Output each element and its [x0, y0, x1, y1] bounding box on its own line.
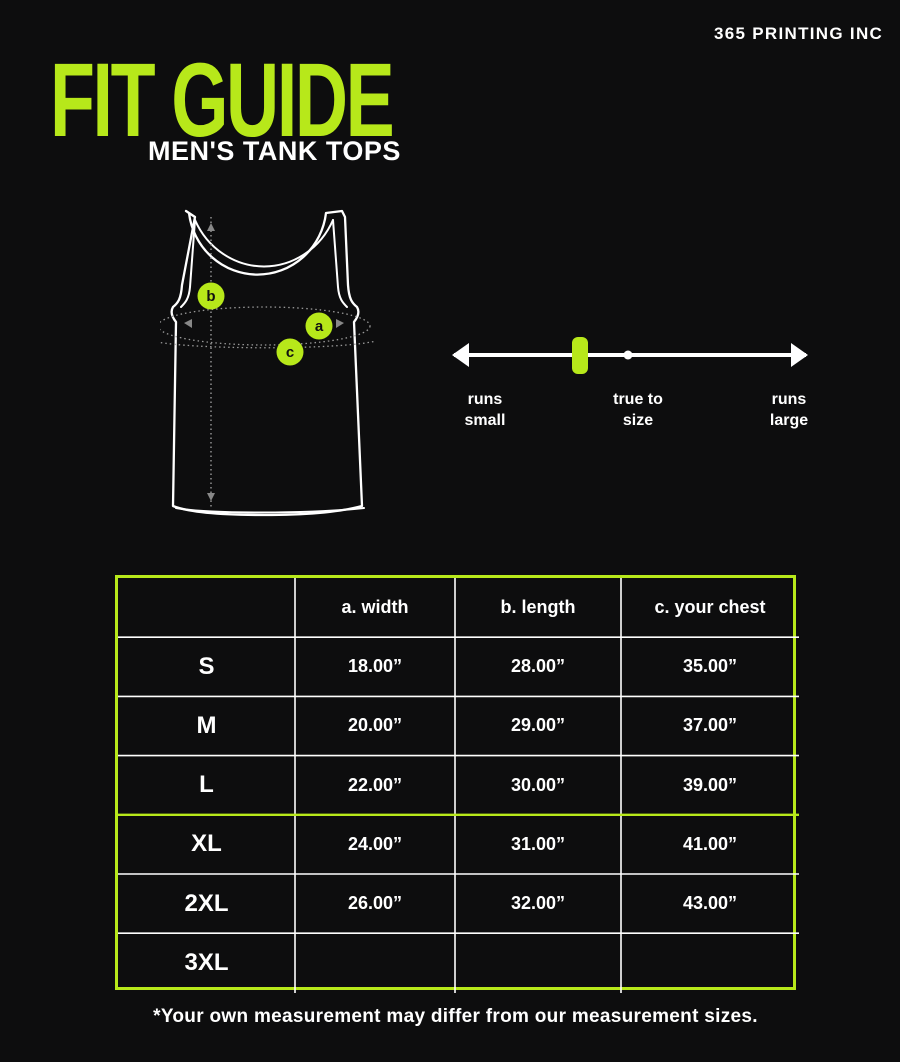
svg-text:a: a — [315, 318, 324, 335]
svg-text:c: c — [286, 344, 294, 361]
svg-text:b: b — [206, 288, 215, 305]
